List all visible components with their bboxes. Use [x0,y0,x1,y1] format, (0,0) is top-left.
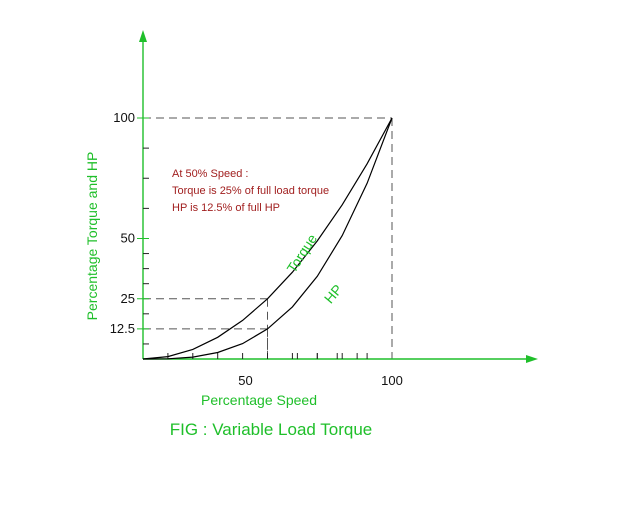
figure-caption: FIG : Variable Load Torque [170,420,373,439]
annotation: At 50% Speed : Torque is 25% of full loa… [172,168,329,214]
x-tick-label: 100 [381,373,403,388]
axes [139,30,538,363]
series-curves [142,117,393,360]
annotation-line-2: Torque is 25% of full load torque [172,185,329,197]
series-label-torque: Torque [283,231,320,276]
x-axis-arrow [526,355,538,363]
y-tick-label: 100 [113,110,135,125]
y-axis-arrow [139,30,147,42]
series-curve-torque [142,117,393,360]
y-tick-label: 25 [121,291,135,306]
x-tick-label: 50 [238,373,252,388]
series-label-hp: HP [321,281,346,306]
annotation-line-1: At 50% Speed : [172,168,248,180]
y-tick-label: 50 [121,231,135,246]
series-curve-hp [142,117,393,360]
reference-lines [143,117,393,359]
y-tick-label: 12.5 [110,321,135,336]
x-axis-title: Percentage Speed [201,392,317,408]
annotation-line-3: HP is 12.5% of full HP [172,202,280,214]
y-axis-title: Percentage Torque and HP [84,152,100,321]
ticks: 12.5 25 50 100 50 100 [110,110,403,388]
